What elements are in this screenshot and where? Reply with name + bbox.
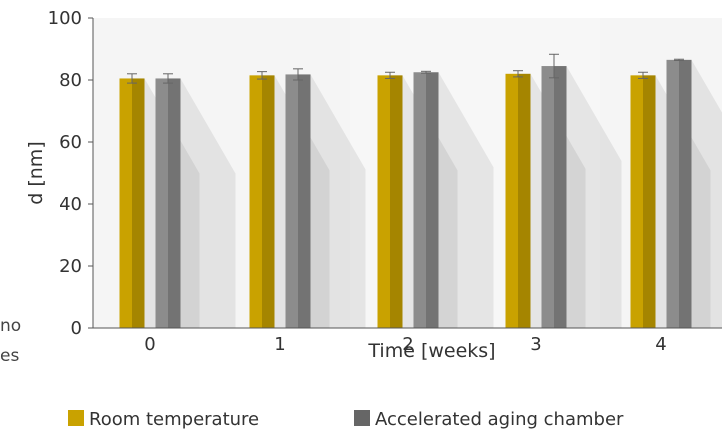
error-bar: [257, 71, 267, 80]
x-axis-title: Time [weeks]: [367, 340, 495, 362]
axes: [92, 18, 722, 329]
side-text-1: no: [0, 316, 22, 336]
x-tick-label: 0: [144, 334, 155, 355]
bar-face-dark: [426, 72, 439, 328]
bar-face-dark: [643, 75, 656, 328]
bar-shadow: [180, 78, 236, 328]
bar: [413, 72, 439, 328]
bar: [666, 59, 692, 328]
bar-shadow: [566, 66, 622, 329]
bar-face-dark: [518, 73, 531, 328]
x-tick-label: 3: [530, 334, 541, 355]
y-tick-label: 80: [59, 70, 82, 91]
y-tick-label: 40: [59, 194, 82, 215]
bar: [119, 78, 145, 328]
error-bars: [127, 53, 684, 84]
bar-face-light: [249, 75, 262, 328]
legend: Room temperature Accelerated aging chambe…: [68, 409, 624, 430]
bar-face-dark: [554, 66, 567, 329]
error-bar: [293, 68, 303, 81]
bar-face-light: [155, 78, 168, 328]
legend-label: Room temperature: [89, 409, 259, 430]
bar-shadow: [691, 59, 722, 328]
bar: [285, 74, 311, 328]
legend-label: Accelerated aging chamber: [375, 409, 624, 430]
error-bar: [674, 58, 684, 61]
legend-swatch: [68, 410, 84, 426]
bar-face-dark: [132, 78, 145, 328]
error-bar: [549, 53, 559, 79]
bar: [249, 75, 275, 328]
bar: [630, 75, 656, 328]
bar-face-light: [505, 73, 518, 328]
bar-face-light: [630, 75, 643, 328]
legend-item: Accelerated aging chamber: [354, 409, 624, 430]
bar: [155, 78, 181, 328]
legend-item: Room temperature: [68, 409, 259, 430]
bar-face-dark: [262, 75, 275, 328]
bar-face-light: [413, 72, 426, 328]
legend-swatch: [354, 410, 370, 426]
bar-face-dark: [390, 75, 403, 328]
bar-face-dark: [679, 59, 692, 328]
y-tick-label: 100: [48, 8, 82, 29]
x-ticks: 0 1 2 3 4: [144, 334, 666, 355]
x-tick-label: 2: [402, 334, 413, 355]
bar: [377, 75, 403, 328]
bar-face-light: [285, 74, 298, 328]
error-bar: [163, 73, 173, 84]
side-text-2: es: [0, 346, 20, 366]
x-tick-label: 4: [655, 334, 666, 355]
error-bar: [385, 71, 395, 79]
bar: [505, 73, 531, 328]
bar-face-dark: [168, 78, 181, 328]
bar: [541, 66, 567, 329]
bar-shadow: [438, 72, 494, 328]
y-tick-label: 0: [71, 318, 82, 339]
y-axis-title: d [nm]: [25, 141, 47, 204]
bar-face-dark: [298, 74, 311, 328]
bar-face-light: [377, 75, 390, 328]
y-tick-label: 60: [59, 132, 82, 153]
error-bar: [127, 73, 137, 84]
error-bar: [421, 70, 431, 74]
x-tick-label: 1: [274, 334, 285, 355]
bar-face-light: [541, 66, 554, 329]
bars: [119, 59, 692, 329]
bar-shadow: [310, 74, 366, 328]
y-tick-label: 20: [59, 256, 82, 277]
error-bar: [638, 71, 648, 79]
error-bar: [513, 70, 523, 78]
y-ticks: 0 20 40 60 80 100: [48, 8, 93, 339]
bar-face-light: [666, 59, 679, 328]
bar-face-light: [119, 78, 132, 328]
